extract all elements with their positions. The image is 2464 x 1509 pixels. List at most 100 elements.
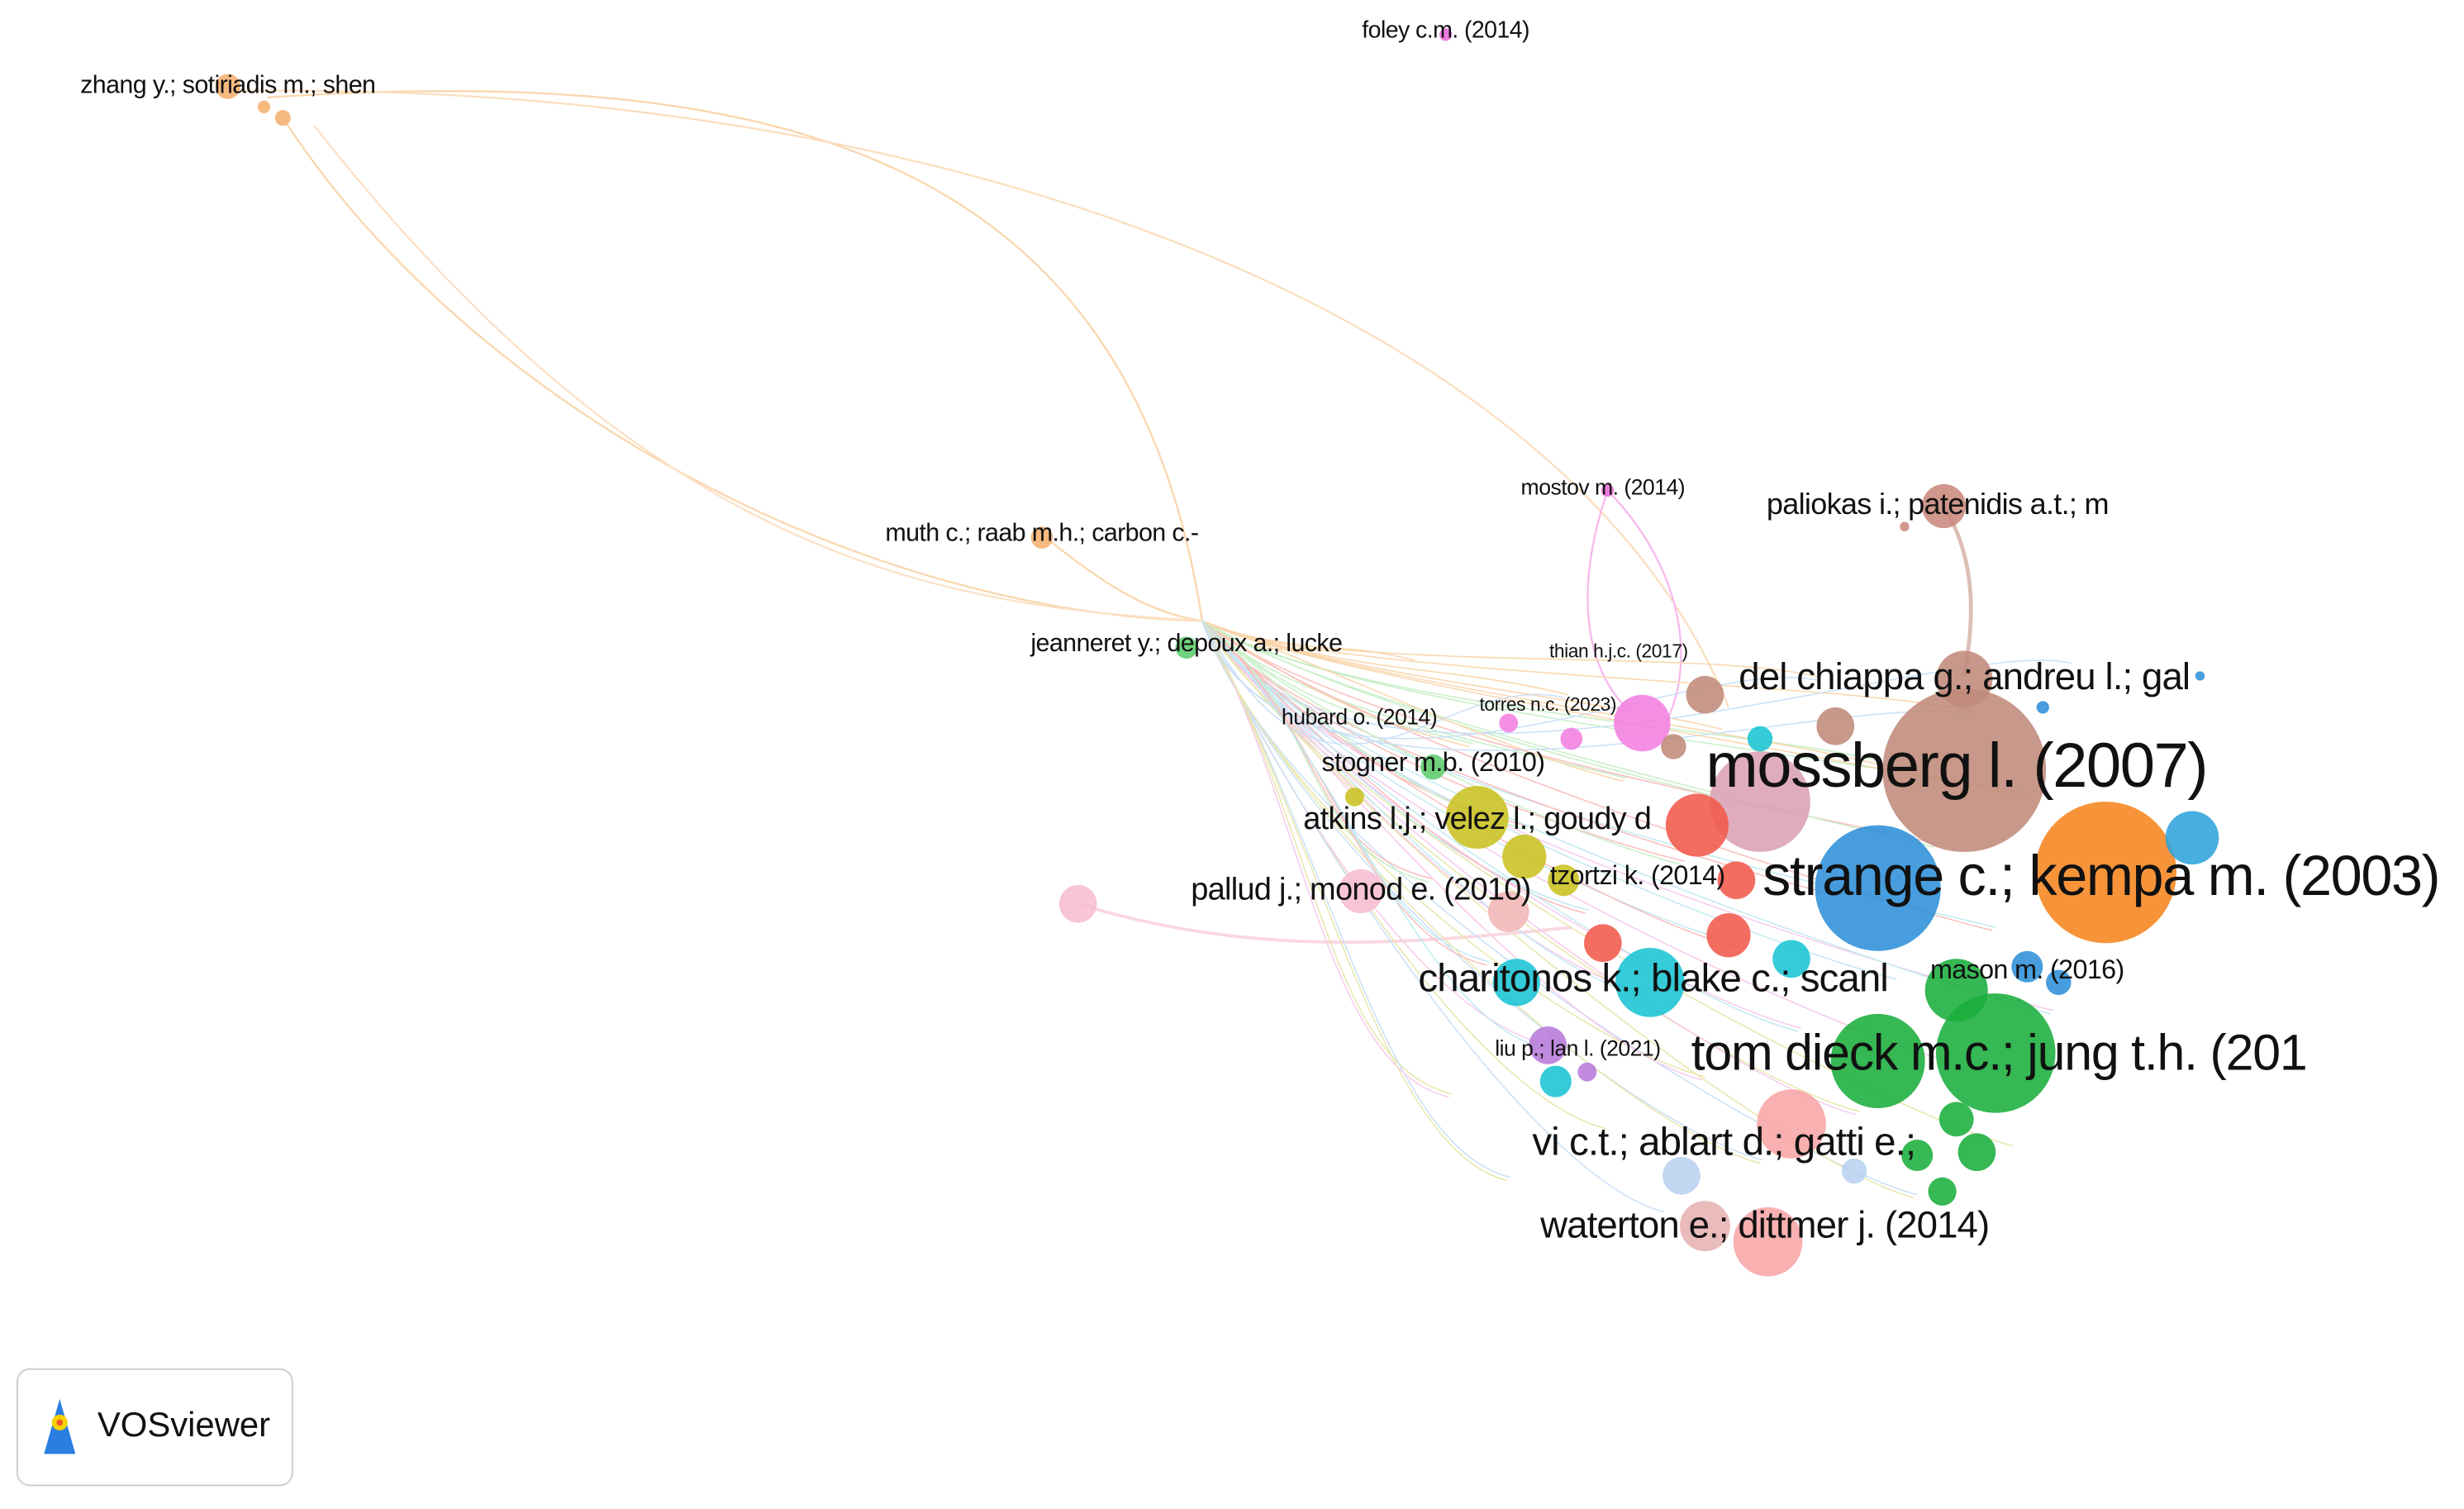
node xyxy=(1339,869,1383,914)
node-label: charitonos k.; blake c.; scanl xyxy=(1418,956,1888,1000)
node xyxy=(274,110,291,126)
node xyxy=(1665,793,1729,857)
node xyxy=(1615,947,1685,1017)
node xyxy=(1936,993,2056,1113)
node xyxy=(1816,707,1855,745)
edge xyxy=(1606,489,1682,724)
edge xyxy=(1201,620,1915,1199)
node xyxy=(1058,884,1097,923)
node xyxy=(1900,521,1910,531)
node xyxy=(1539,1065,1572,1097)
node xyxy=(2034,802,2176,944)
node xyxy=(1439,28,1453,41)
node xyxy=(1924,959,1988,1022)
node-label: pallud j.; monod e. (2010) xyxy=(1191,873,1530,907)
node xyxy=(1921,483,1967,529)
edge xyxy=(1201,620,1510,1178)
node xyxy=(1030,526,1054,549)
node-label: mossberg l. (2007) xyxy=(1705,731,2207,801)
edge xyxy=(1201,620,1624,783)
node-label: foley c.m. (2014) xyxy=(1362,17,1529,44)
node xyxy=(1928,1177,1957,1206)
node xyxy=(1548,864,1580,897)
node-label: atkins l.j.; velez l.; goudy d xyxy=(1303,802,1651,836)
node xyxy=(1344,787,1364,807)
edge xyxy=(1201,620,1877,765)
node-label: liu p.; lan l. (2021) xyxy=(1495,1036,1660,1061)
node-label: jeanneret y.; depoux a.; lucke xyxy=(1030,629,1342,657)
node xyxy=(1577,1062,1597,1082)
logo-icon xyxy=(56,1419,64,1426)
node xyxy=(1717,861,1756,899)
node xyxy=(2195,671,2205,681)
edge xyxy=(313,125,1202,622)
node xyxy=(1420,754,1446,780)
node xyxy=(1936,650,1993,707)
edge xyxy=(267,89,1203,621)
node-label: paliokas i.; patenidis a.t.; m xyxy=(1767,487,2109,521)
node xyxy=(1710,751,1810,852)
node xyxy=(1686,675,1724,714)
node-label: zhang y.; sotiriadis m.; shen xyxy=(80,71,375,99)
edge xyxy=(282,117,1202,622)
edge xyxy=(1201,620,1507,1182)
edge xyxy=(1201,620,1880,762)
edge xyxy=(1586,490,1635,716)
edge xyxy=(1201,620,1449,1098)
edge xyxy=(1201,620,1665,1213)
edge xyxy=(1041,533,1203,622)
edge xyxy=(1077,902,1572,945)
node xyxy=(2046,969,2072,996)
node-label: del chiappa g.; andreu l.; gal xyxy=(1739,655,2190,697)
node xyxy=(1733,1207,1803,1277)
edge xyxy=(1942,505,1973,677)
edge xyxy=(1201,621,1918,1196)
node xyxy=(1757,1089,1826,1159)
node-label: mostov m. (2014) xyxy=(1521,475,1686,500)
node xyxy=(1747,726,1773,752)
edge xyxy=(1201,621,1761,1164)
node xyxy=(1662,1156,1701,1195)
edge xyxy=(1201,620,1627,779)
logo-text: VOSviewer xyxy=(98,1405,270,1444)
node-label: stogner m.b. (2010) xyxy=(1322,747,1545,777)
node xyxy=(1445,786,1509,850)
node xyxy=(1492,959,1540,1007)
edge xyxy=(1201,620,1566,745)
node xyxy=(1815,825,1941,951)
node xyxy=(1614,694,1671,752)
node xyxy=(1841,1158,1867,1184)
node xyxy=(1601,483,1615,497)
labels: foley c.m. (2014) zhang y.; sotiriadis m.… xyxy=(80,17,2440,1246)
logo: VOSviewer xyxy=(16,1368,293,1487)
node xyxy=(1175,636,1198,659)
node xyxy=(1680,1201,1730,1252)
node-label: tzortzi k. (2014) xyxy=(1550,860,1725,890)
edge xyxy=(1201,621,1763,1161)
node-label: vi c.t.; ablart d.; gatti e.; xyxy=(1532,1120,1915,1164)
node-label: mason m. (2016) xyxy=(1930,954,2124,984)
node xyxy=(1938,1102,1974,1137)
node xyxy=(2165,811,2219,865)
node xyxy=(1661,734,1686,759)
edge xyxy=(1201,620,1487,966)
node-label: tom dieck m.c.; jung t.h. (201 xyxy=(1691,1024,2307,1080)
node-label: hubard o. (2014) xyxy=(1282,704,1437,729)
node xyxy=(1901,1140,1934,1172)
node xyxy=(1529,1026,1567,1064)
node xyxy=(1487,891,1529,932)
edge xyxy=(1201,620,1822,678)
node xyxy=(1882,688,2047,852)
node xyxy=(1706,913,1751,958)
node xyxy=(257,100,271,113)
node xyxy=(1830,1013,1925,1108)
node-label: thian h.j.c. (2017) xyxy=(1549,640,1688,661)
edge xyxy=(1201,620,1976,713)
edge xyxy=(1201,620,1453,1095)
node xyxy=(1584,924,1622,963)
edge xyxy=(1201,620,1545,1050)
edge xyxy=(1201,620,1839,897)
edge xyxy=(1201,620,1470,748)
node xyxy=(1499,713,1519,733)
